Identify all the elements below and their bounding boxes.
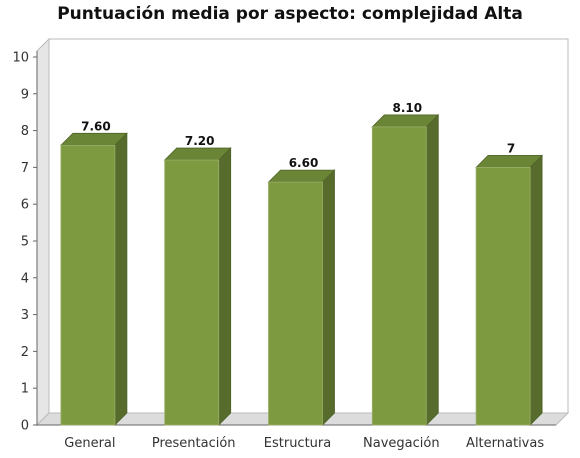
bar-side	[114, 132, 128, 426]
y-tick-label: 6	[21, 198, 29, 213]
value-label: 6.60	[289, 156, 319, 170]
value-labels: 7.60 7.20 6.60 8.10 7	[81, 101, 515, 170]
bar-front	[371, 126, 427, 426]
x-category-label: Estructura	[264, 436, 331, 451]
bar-front	[475, 166, 531, 426]
bar-front	[60, 144, 116, 426]
y-tick-label: 10	[12, 51, 29, 66]
value-label: 7	[507, 141, 515, 155]
value-label: 7.60	[81, 119, 111, 133]
x-category-label: General	[64, 436, 115, 451]
bar	[59, 132, 128, 426]
bar-top	[267, 169, 336, 183]
value-label: 7.20	[185, 134, 215, 148]
y-tick-label: 7	[21, 161, 29, 176]
y-tick-label: 3	[21, 308, 29, 323]
bar-side	[322, 169, 335, 426]
y-tick-label: 0	[21, 419, 29, 434]
y-tick-label: 2	[21, 345, 29, 360]
value-label: 8.10	[392, 101, 422, 115]
bar-side	[529, 154, 543, 426]
y-tick-label: 4	[21, 271, 29, 286]
bar-top	[475, 154, 544, 168]
x-category-label: Presentación	[152, 436, 236, 451]
bar-top	[163, 147, 232, 161]
bar-side	[425, 113, 439, 426]
x-axis-categories: General Presentación Estructura Navegación A…	[64, 436, 544, 451]
y-tick-label: 8	[21, 124, 29, 139]
bars	[59, 113, 544, 426]
x-category-label: Alternativas	[466, 436, 544, 451]
y-tick-label: 1	[21, 382, 29, 397]
y-tick-label: 9	[21, 87, 29, 102]
bar-top	[371, 114, 440, 128]
left-wall	[36, 37, 50, 427]
bar-side	[218, 147, 232, 426]
y-axis-ticks: 0 1 2 3 4 5 6 7 8 9 10	[12, 51, 37, 434]
bar-front	[268, 181, 323, 426]
chart-title: Puntuación media por aspecto: complejida…	[57, 4, 523, 24]
x-category-label: Navegación	[363, 436, 440, 451]
bar	[475, 154, 544, 426]
bar-front	[164, 159, 220, 426]
bar	[267, 169, 336, 426]
bar-top	[59, 132, 128, 146]
bar	[163, 147, 232, 426]
y-tick-label: 5	[21, 235, 29, 250]
bar	[371, 113, 440, 426]
